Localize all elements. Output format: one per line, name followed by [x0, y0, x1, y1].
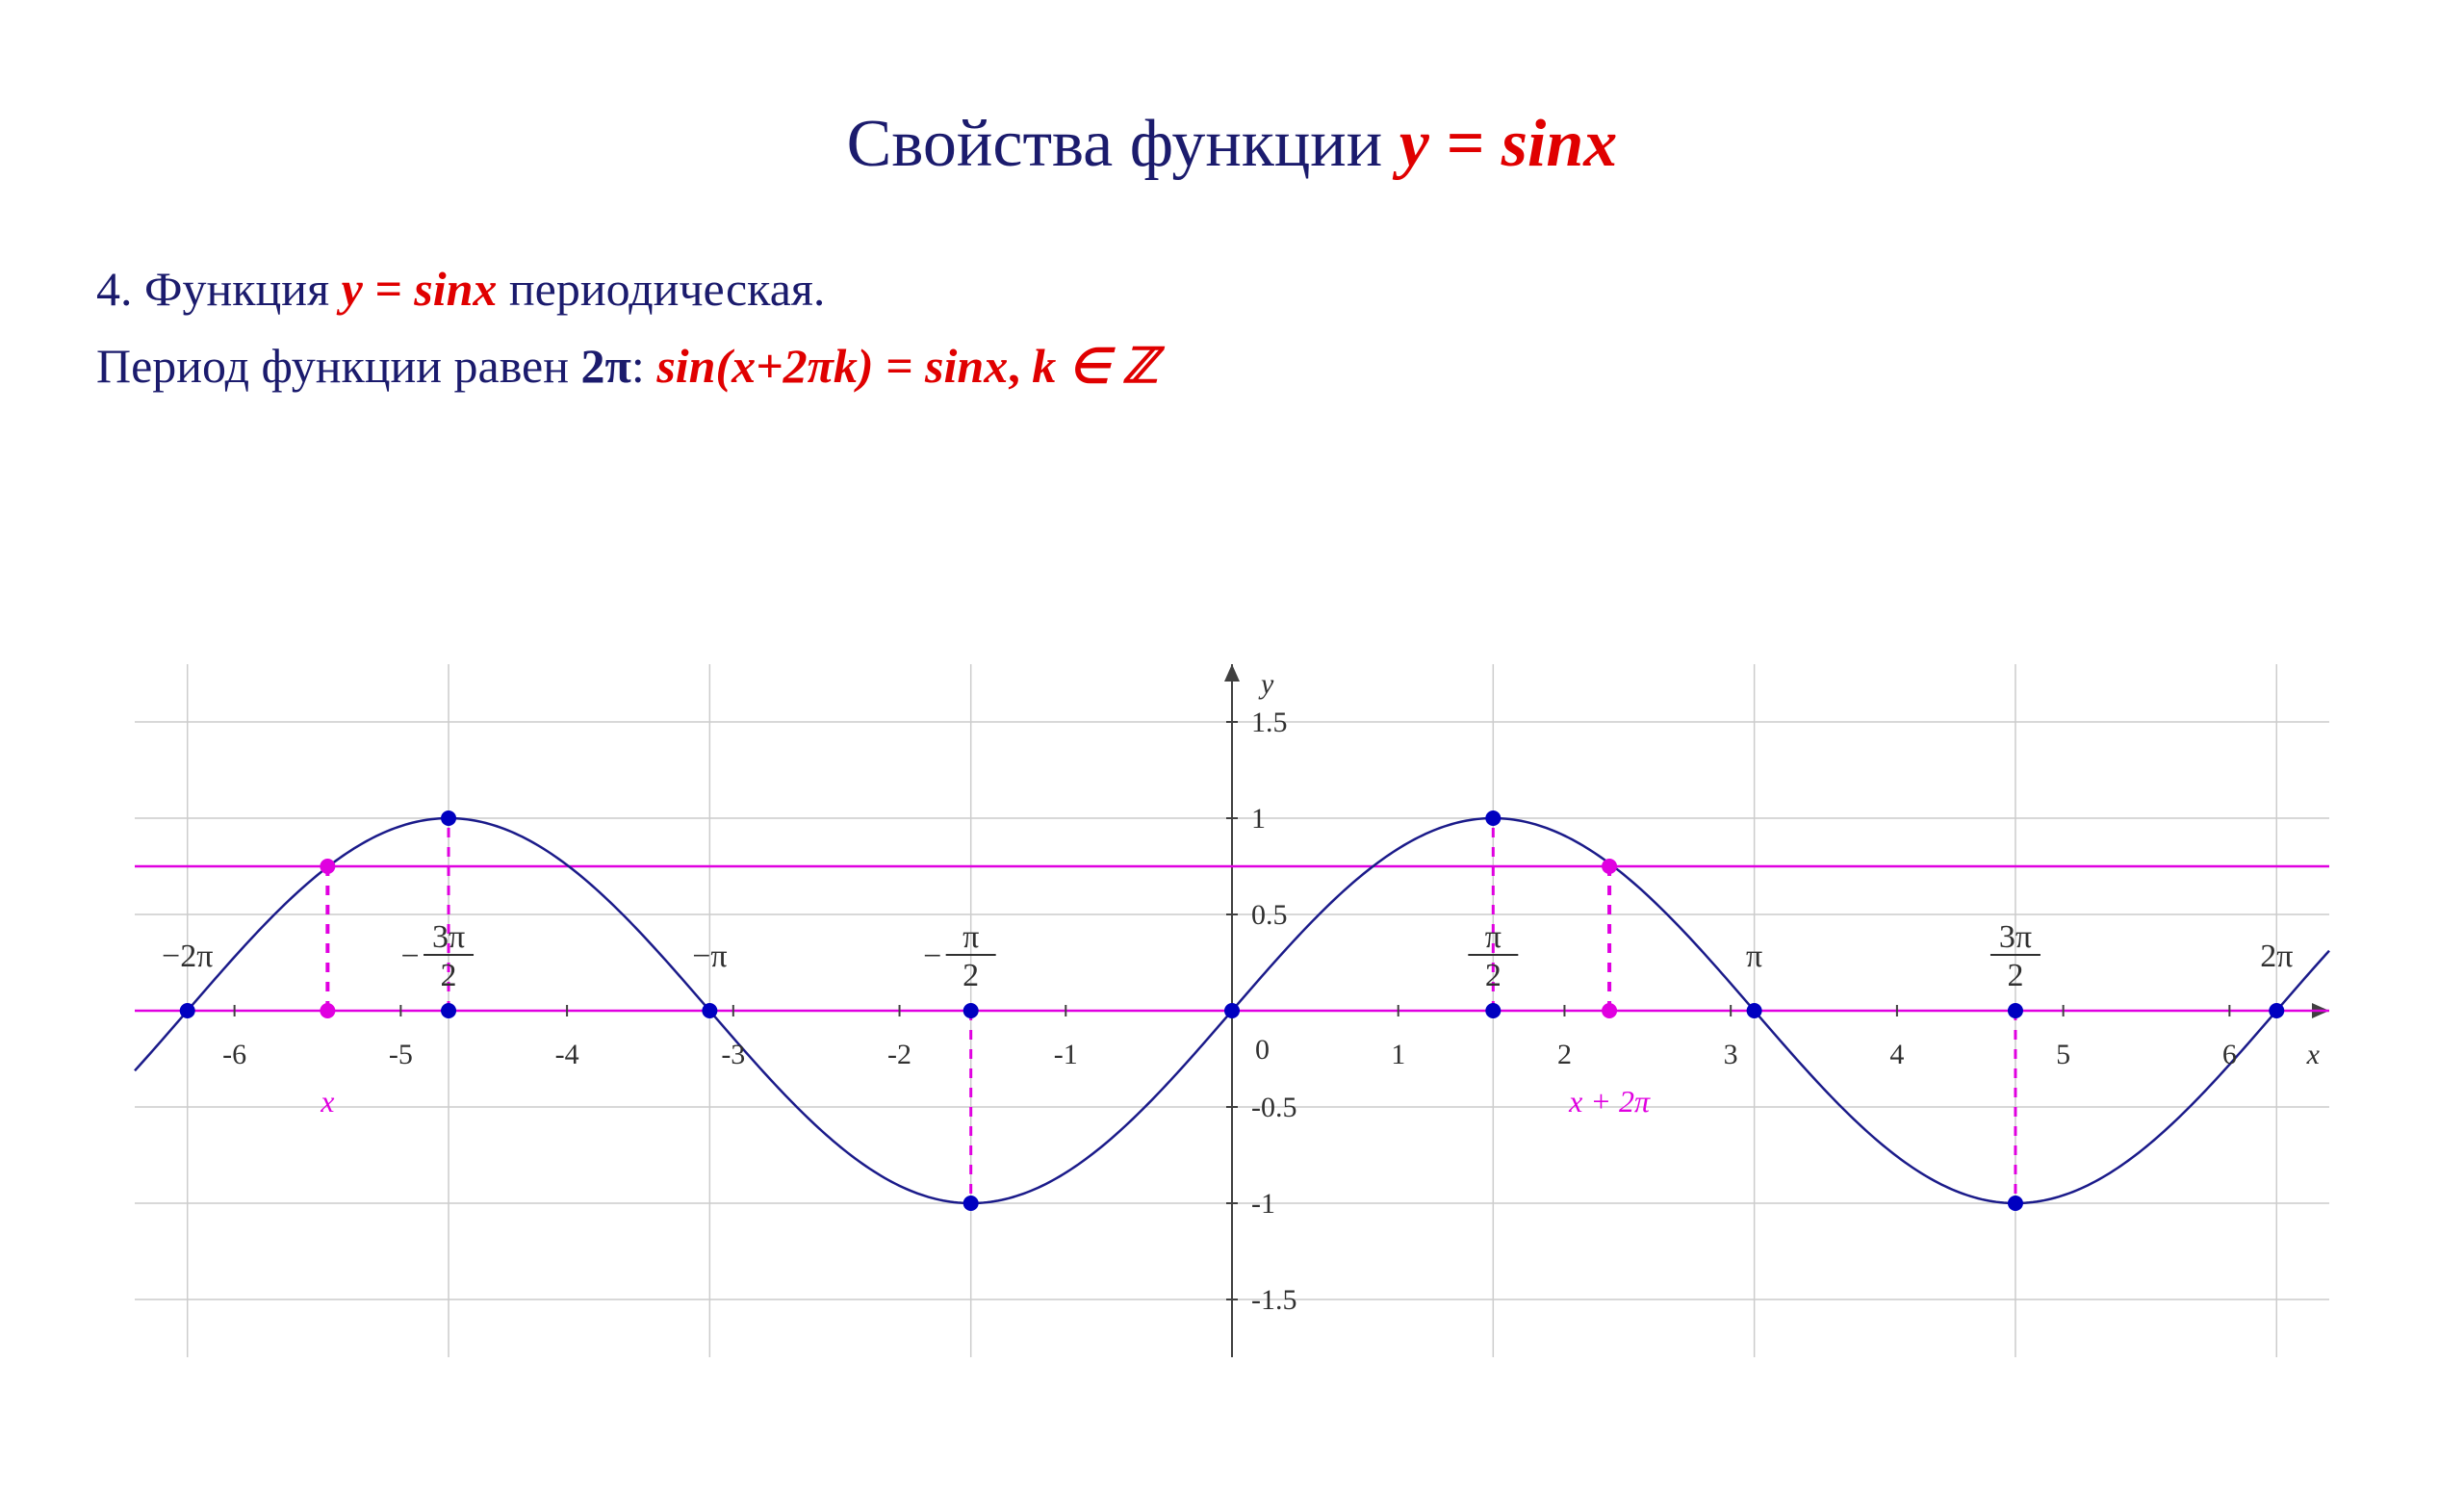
title-formula: y = sinx	[1399, 107, 1618, 181]
description-line-1: 4. Функция y = sinx периодическая.	[96, 250, 2464, 327]
title-text: Свойства функции	[847, 107, 1399, 181]
svg-text:π: π	[962, 919, 979, 955]
svg-text:3: 3	[1724, 1039, 1738, 1070]
svg-text:y: y	[1258, 668, 1274, 700]
svg-text:-5: -5	[389, 1039, 413, 1070]
svg-text:-3: -3	[721, 1039, 745, 1070]
svg-text:−: −	[923, 939, 941, 974]
svg-text:π: π	[1746, 939, 1762, 974]
description-block: 4. Функция y = sinx периодическая. Перио…	[96, 250, 2464, 404]
svg-text:2: 2	[441, 958, 457, 993]
svg-text:5: 5	[2056, 1039, 2070, 1070]
page-title: Свойства функции y = sinx	[0, 106, 2464, 183]
svg-text:−: −	[400, 939, 419, 974]
line2-equation: sin(x+2πk) = sinx	[656, 339, 1008, 393]
line2-prefix: Период функции равен	[96, 339, 581, 393]
line2-comma: ,	[1008, 339, 1032, 393]
svg-text:-0.5: -0.5	[1251, 1092, 1297, 1123]
svg-text:2: 2	[2007, 958, 2023, 993]
line2-period: 2π	[581, 339, 631, 393]
line1-formula: y = sinx	[342, 262, 498, 316]
svg-text:0.5: 0.5	[1251, 899, 1288, 931]
svg-text:0: 0	[1255, 1034, 1270, 1066]
svg-text:2: 2	[962, 958, 979, 993]
svg-text:2: 2	[1557, 1039, 1572, 1070]
svg-text:4: 4	[1889, 1039, 1904, 1070]
line1-prefix: 4. Функция	[96, 262, 342, 316]
svg-text:x: x	[2306, 1039, 2321, 1070]
svg-text:-1: -1	[1251, 1188, 1275, 1220]
svg-text:1.5: 1.5	[1251, 707, 1288, 738]
svg-text:1: 1	[1391, 1039, 1405, 1070]
line2-colon: :	[631, 339, 656, 393]
svg-text:2: 2	[1485, 958, 1502, 993]
svg-text:3π: 3π	[432, 919, 465, 955]
line1-suffix: периодическая.	[497, 262, 825, 316]
svg-text:-6: -6	[222, 1039, 246, 1070]
svg-text:1: 1	[1251, 803, 1266, 835]
line2-kin: k ∈ ℤ	[1032, 339, 1158, 393]
svg-text:π: π	[1485, 919, 1502, 955]
svg-text:2π: 2π	[2260, 939, 2293, 974]
svg-text:3π: 3π	[1999, 919, 2032, 955]
svg-text:6: 6	[2222, 1039, 2237, 1070]
description-line-2: Период функции равен 2π: sin(x+2πk) = si…	[96, 327, 2464, 404]
svg-text:−2π: −2π	[162, 939, 213, 974]
svg-text:-1: -1	[1054, 1039, 1078, 1070]
svg-text:−π: −π	[692, 939, 727, 974]
svg-text:x + 2π: x + 2π	[1568, 1084, 1651, 1119]
svg-text:-4: -4	[555, 1039, 579, 1070]
svg-text:-2: -2	[887, 1039, 911, 1070]
sine-chart: -6-5-4-3-2-1123456-1.5-1-0.50.511.50xy−2…	[96, 645, 2368, 1376]
svg-text:-1.5: -1.5	[1251, 1284, 1297, 1316]
chart-svg: -6-5-4-3-2-1123456-1.5-1-0.50.511.50xy−2…	[96, 645, 2368, 1376]
svg-text:x: x	[320, 1084, 334, 1119]
